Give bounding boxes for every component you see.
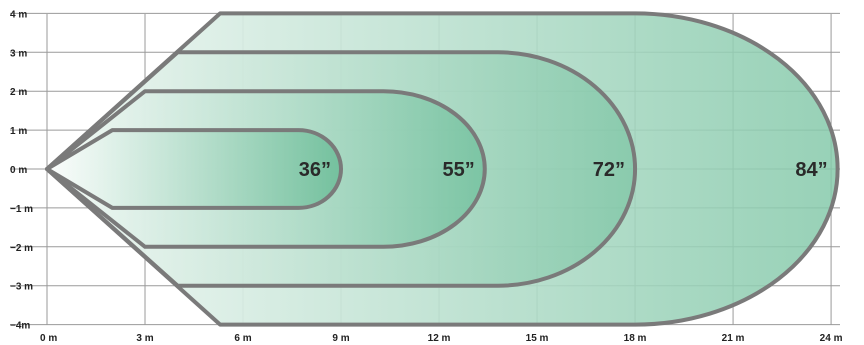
x-tick-label: 3 m [136,333,153,344]
y-tick-label: −2 m [10,243,33,254]
y-axis-ticks: 4 m 3 m 2 m 1 m 0 m −1 m −2 m −3 m −4m [10,9,33,331]
x-tick-label: 12 m [428,333,451,344]
zone-size-label: 36” [299,159,331,181]
coverage-zones: 84” 72” 55” 36” [45,11,840,327]
x-tick-label: 18 m [624,333,647,344]
y-tick-label: 1 m [10,126,27,137]
zone-outline [45,128,343,210]
y-tick-label: −1 m [10,204,33,215]
x-tick-label: 9 m [332,333,349,344]
x-tick-label: 15 m [526,333,549,344]
y-tick-label: 0 m [10,165,27,176]
y-tick-label: −3 m [10,282,33,293]
y-tick-label: 4 m [10,9,27,20]
x-tick-label: 0 m [40,333,57,344]
x-tick-label: 6 m [234,333,251,344]
x-tick-label: 21 m [722,333,745,344]
zone-size-label: 55” [443,159,475,181]
x-tick-label: 24 m [820,333,843,344]
zone-size-label: 84” [795,159,827,181]
y-tick-label: 2 m [10,87,27,98]
zone-3: 36” [45,128,343,210]
y-tick-label: −4m [10,321,30,332]
x-axis-ticks: 0 m 3 m 6 m 9 m 12 m 15 m 18 m 21 m 24 m [40,333,843,344]
zone-size-label: 72” [593,159,625,181]
y-tick-label: 3 m [10,48,27,59]
